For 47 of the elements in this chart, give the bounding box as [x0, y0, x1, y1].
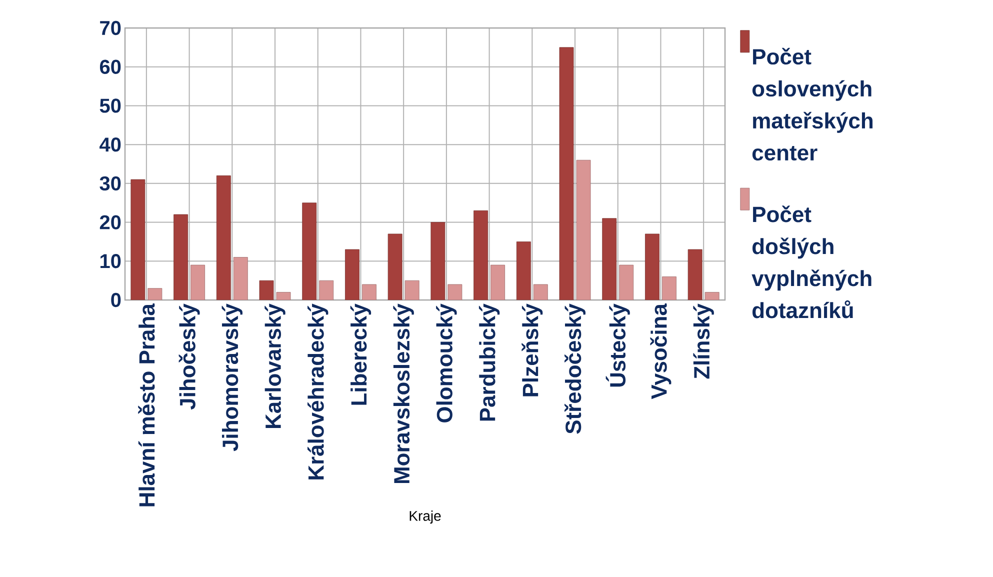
bar: [602, 218, 617, 300]
bar: [319, 280, 334, 300]
bar: [559, 47, 574, 300]
y-tick-label: 30: [100, 176, 121, 191]
bar: [430, 222, 446, 300]
bar: [216, 175, 231, 300]
bar: [619, 264, 634, 300]
x-tick-label: Středočeský: [564, 304, 586, 434]
bar: [662, 276, 676, 300]
bar: [490, 264, 505, 300]
bar: [576, 160, 591, 300]
x-tick-label: Královéhradecký: [308, 304, 328, 480]
y-tick-label: 20: [100, 215, 121, 230]
bar: [388, 234, 402, 300]
bar: [174, 214, 188, 300]
x-tick-label: Hlavní město Praha: [138, 303, 155, 506]
bar: [516, 242, 531, 300]
x-tick-label: Karlovarský: [264, 304, 286, 428]
legend-label: Počet oslovených mateřských center: [752, 48, 872, 161]
x-tick-label: Jihočeský: [178, 304, 200, 410]
bar: [645, 234, 660, 300]
legend-label: Počet došlých vyplněných dotazníků: [752, 206, 872, 318]
bar: [533, 284, 548, 300]
y-tick-label: 50: [100, 98, 121, 113]
y-tick-label: 10: [100, 254, 121, 268]
y-tick-label: 40: [100, 137, 121, 152]
x-tick-label: Liberecký: [350, 304, 372, 405]
x-axis-title: Kraje: [410, 510, 441, 524]
x-tick-label: Vysočina: [650, 303, 672, 400]
x-tick-label: Plzeňský: [522, 304, 543, 396]
x-tick-label: Olomoucký: [436, 304, 457, 422]
y-tick-label: 60: [100, 60, 121, 74]
x-tick-label: Zlínský: [693, 304, 714, 379]
x-tick-label: Moravskoslezský: [393, 304, 414, 484]
bar: [302, 202, 317, 300]
x-tick-label: Ústecký: [606, 304, 630, 387]
bar: [362, 284, 376, 300]
y-tick-label: 0: [111, 292, 121, 308]
bar: [233, 257, 248, 300]
x-tick-label: Jihomoravský: [222, 304, 242, 452]
bar: [190, 264, 205, 300]
y-tick-label: 70: [100, 20, 121, 36]
x-tick-label: Pardubický: [478, 304, 500, 421]
bar: [688, 249, 702, 300]
bar: [474, 210, 488, 300]
bar: [345, 249, 360, 300]
bar: [130, 179, 146, 300]
